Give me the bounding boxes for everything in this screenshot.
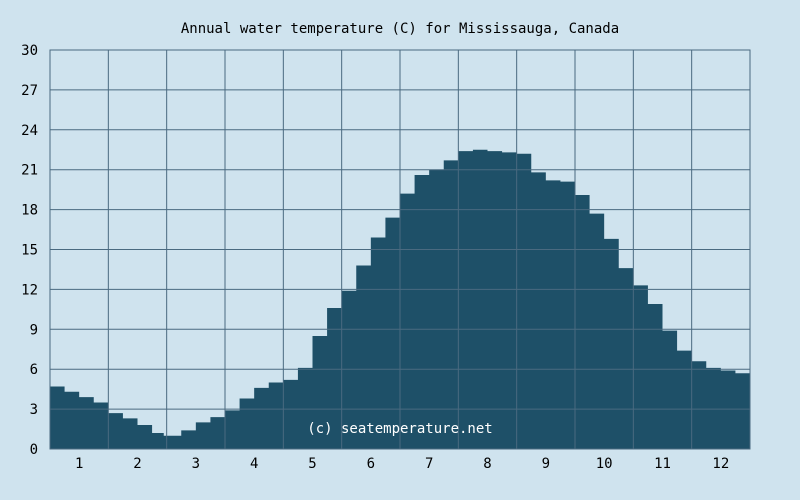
y-tick-label: 24 bbox=[21, 123, 38, 139]
y-tick-label: 3 bbox=[30, 402, 38, 418]
x-tick-label: 11 bbox=[654, 456, 671, 472]
y-tick-label: 6 bbox=[30, 362, 38, 378]
x-tick-label: 2 bbox=[133, 456, 141, 472]
x-tick-label: 3 bbox=[192, 456, 200, 472]
y-tick-label: 18 bbox=[21, 203, 38, 219]
y-tick-label: 0 bbox=[30, 442, 38, 458]
x-tick-label: 12 bbox=[712, 456, 729, 472]
x-tick-label: 6 bbox=[367, 456, 375, 472]
x-tick-label: 8 bbox=[483, 456, 491, 472]
x-tick-label: 9 bbox=[542, 456, 550, 472]
x-tick-label: 1 bbox=[75, 456, 83, 472]
y-tick-label: 15 bbox=[21, 243, 38, 259]
y-tick-label: 27 bbox=[21, 83, 38, 99]
x-tick-label: 10 bbox=[596, 456, 613, 472]
x-tick-label: 7 bbox=[425, 456, 433, 472]
chart-title: Annual water temperature (C) for Mississ… bbox=[181, 21, 619, 37]
plot-frame bbox=[49, 49, 751, 450]
y-tick-label: 9 bbox=[30, 322, 38, 338]
x-tick-label: 4 bbox=[250, 456, 258, 472]
y-tick-label: 21 bbox=[21, 163, 38, 179]
x-tick-label: 5 bbox=[308, 456, 316, 472]
watermark: (c) seatemperature.net bbox=[307, 421, 492, 437]
y-tick-label: 30 bbox=[21, 43, 38, 59]
y-tick-label: 12 bbox=[21, 282, 38, 298]
